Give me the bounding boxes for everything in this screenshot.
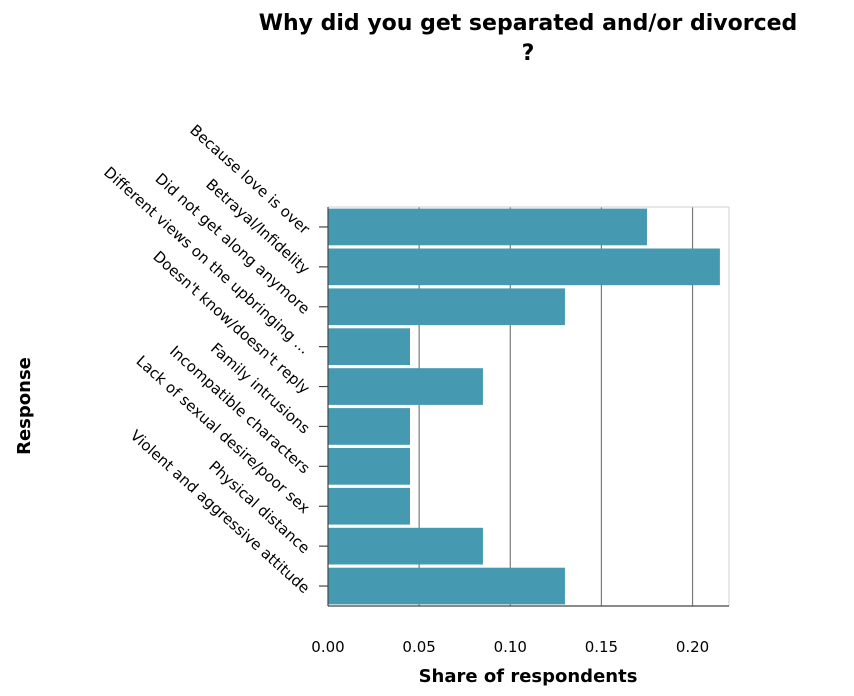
bar	[328, 288, 565, 326]
bar	[328, 527, 483, 565]
x-tick-label: 0.20	[676, 638, 709, 656]
axes	[319, 206, 730, 607]
x-axis-title: Share of respondents	[419, 666, 638, 687]
bar	[328, 487, 411, 525]
bar	[328, 567, 565, 605]
bars	[328, 208, 720, 605]
category-labels: Because love is overBetrayal/InfidelityD…	[100, 121, 314, 597]
y-axis-title: Response	[14, 357, 35, 455]
x-tick-label: 0.05	[402, 638, 435, 656]
chart-title-line-1: Why did you get separated and/or divorce…	[259, 11, 798, 36]
bar	[328, 328, 411, 366]
bar	[328, 248, 720, 286]
bar	[328, 408, 411, 445]
chart-title-line-2: ?	[522, 41, 535, 66]
bar	[328, 208, 647, 246]
x-tick-label: 0.00	[311, 638, 344, 656]
x-tick-labels: 0.00 0.05 0.10 0.15 0.20	[311, 638, 709, 656]
x-tick-label: 0.10	[494, 638, 527, 656]
x-tick-label: 0.15	[585, 638, 618, 656]
bar	[328, 368, 483, 405]
bar	[328, 447, 411, 485]
